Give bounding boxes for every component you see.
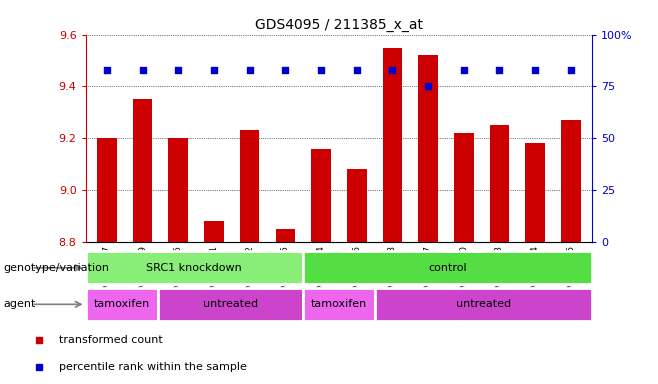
- Title: GDS4095 / 211385_x_at: GDS4095 / 211385_x_at: [255, 18, 423, 32]
- Point: [351, 67, 362, 73]
- Point: [565, 67, 576, 73]
- Bar: [347, 169, 367, 242]
- Text: percentile rank within the sample: percentile rank within the sample: [59, 362, 247, 372]
- Text: agent: agent: [3, 299, 36, 309]
- Bar: [418, 55, 438, 242]
- Bar: [86, 252, 303, 284]
- Bar: [86, 288, 158, 321]
- Bar: [490, 125, 509, 242]
- Point: [459, 67, 469, 73]
- Bar: [133, 99, 153, 242]
- Bar: [303, 252, 592, 284]
- Text: tamoxifen: tamoxifen: [93, 299, 150, 310]
- Bar: [97, 138, 116, 242]
- Point: [244, 67, 255, 73]
- Text: control: control: [428, 263, 467, 273]
- Point: [280, 67, 291, 73]
- Point: [209, 67, 219, 73]
- Text: untreated: untreated: [203, 299, 258, 310]
- Point: [423, 83, 434, 89]
- Text: genotype/variation: genotype/variation: [3, 263, 109, 273]
- Point: [102, 67, 113, 73]
- Bar: [158, 288, 303, 321]
- Bar: [204, 221, 224, 242]
- Bar: [525, 143, 545, 242]
- Bar: [561, 120, 580, 242]
- Bar: [454, 133, 474, 242]
- Point: [387, 67, 397, 73]
- Bar: [311, 149, 331, 242]
- Text: SRC1 knockdown: SRC1 knockdown: [146, 263, 242, 273]
- Bar: [168, 138, 188, 242]
- Bar: [276, 229, 295, 242]
- Point: [138, 67, 148, 73]
- Point: [530, 67, 540, 73]
- Text: tamoxifen: tamoxifen: [311, 299, 367, 310]
- Point: [494, 67, 505, 73]
- Point: [173, 67, 184, 73]
- Point: [316, 67, 326, 73]
- Text: transformed count: transformed count: [59, 335, 163, 345]
- Bar: [382, 48, 402, 242]
- Text: untreated: untreated: [456, 299, 511, 310]
- Bar: [240, 131, 259, 242]
- Bar: [375, 288, 592, 321]
- Bar: [303, 288, 375, 321]
